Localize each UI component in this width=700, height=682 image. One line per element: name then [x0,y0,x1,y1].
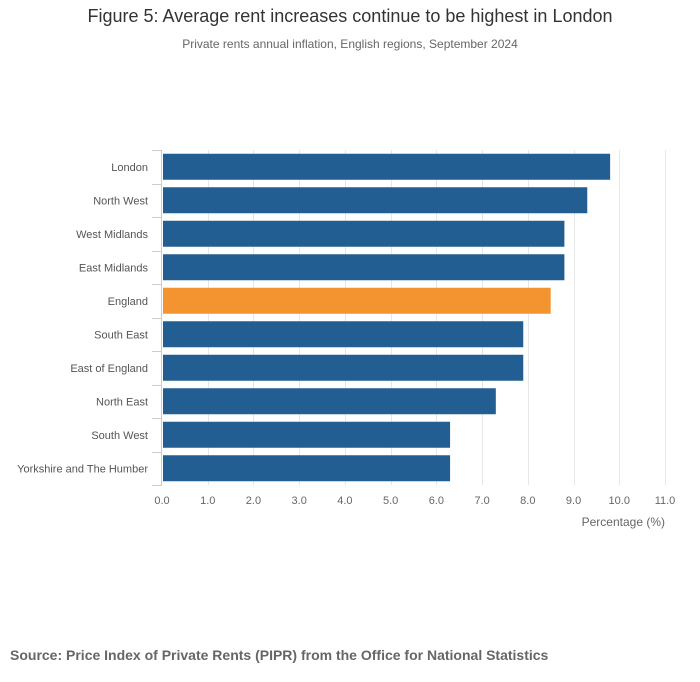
category-label: London [111,162,148,174]
category-label: North West [93,195,148,207]
category-label: East Midlands [79,262,149,274]
category-label: North East [96,396,148,408]
x-tick-label: 3.0 [292,495,307,507]
x-tick-label: 4.0 [337,495,352,507]
category-label: West Midlands [76,229,148,241]
bar [163,153,611,180]
x-tick-label: 0.0 [154,495,169,507]
tick-labels: 0.0 1.0 2.0 3.0 4.0 5.0 6.0 7.0 8.0 9.0 10.0 11.0 [154,495,675,507]
x-tick-label: 2.0 [246,495,261,507]
x-tick-label: 1.0 [200,495,215,507]
category-label: East of England [70,363,148,375]
chart-title: Figure 5: Average rent increases continu… [87,6,613,26]
x-tick-label: 8.0 [520,495,535,507]
category-labels: London North West West Midlands East Midlan… [17,162,148,476]
category-label: England [108,296,148,308]
bar [163,321,524,348]
category-label: South East [94,329,148,341]
x-tick-label: 9.0 [566,495,581,507]
bar [163,287,551,314]
bar [163,187,588,214]
category-label: South West [91,430,148,442]
bar [163,388,496,415]
bars [163,153,611,482]
x-tick-label: 11.0 [655,495,676,507]
axes [152,150,162,486]
x-tick-label: 10.0 [609,495,630,507]
bar [163,421,451,448]
bar [163,254,565,281]
x-tick-label: 6.0 [429,495,444,507]
bar [163,220,565,247]
bar [163,455,451,482]
category-label: Yorkshire and The Humber [17,463,148,475]
x-axis-title: Percentage (%) [582,515,665,529]
source-note: Source: Price Index of Private Rents (PI… [10,647,549,663]
bar [163,354,524,381]
x-tick-label: 7.0 [474,495,489,507]
chart-subtitle: Private rents annual inflation, English … [182,37,518,51]
x-tick-label: 5.0 [383,495,398,507]
